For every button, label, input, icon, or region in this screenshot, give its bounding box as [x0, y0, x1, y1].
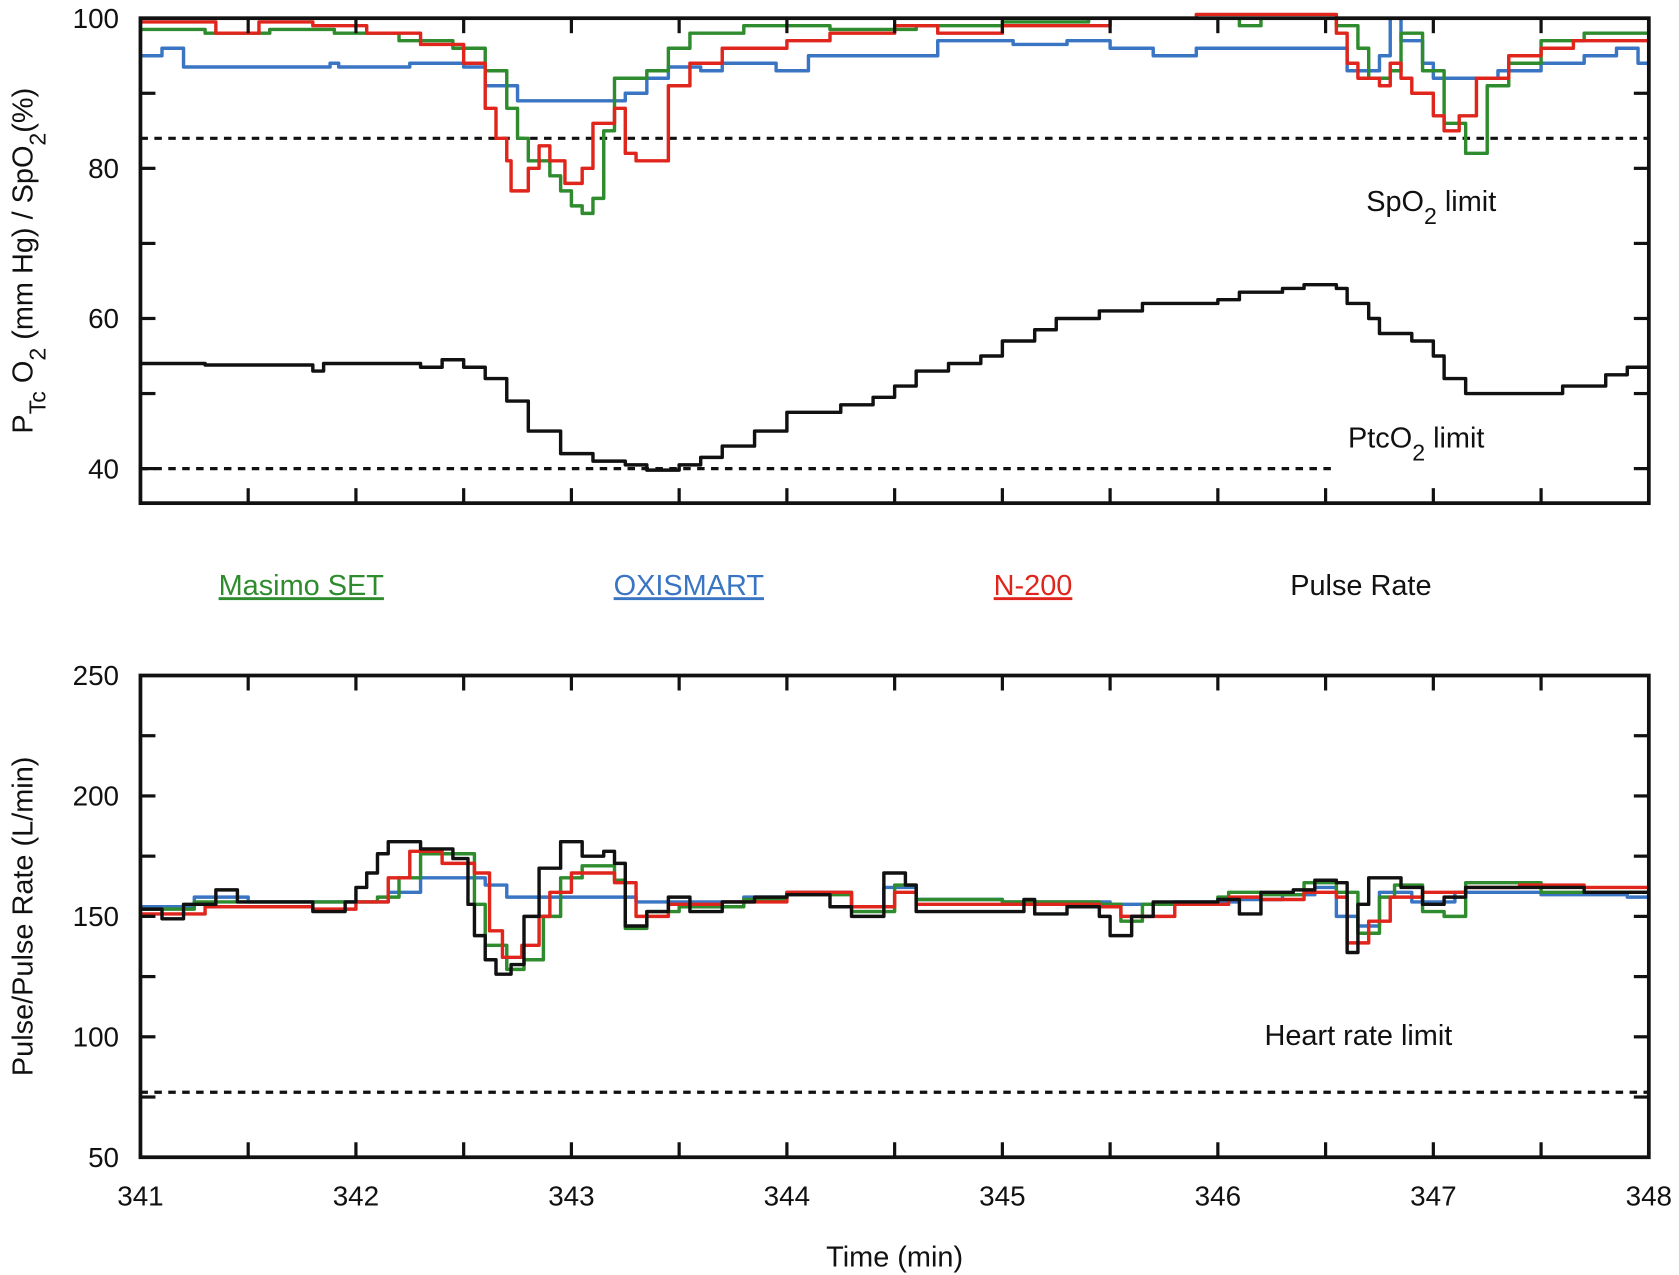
y-tick-label: 200 [73, 781, 119, 812]
legend-masimo-set: Masimo SET [219, 570, 384, 602]
limit-label-0: Heart rate limit [1264, 1020, 1452, 1052]
legend: Masimo SET OXISMART N-200 Pulse Rate [219, 570, 1432, 602]
legend-oxismart: OXISMART [614, 570, 764, 602]
y-tick-label: 40 [88, 453, 119, 484]
x-tick-label: 348 [1626, 1180, 1672, 1211]
x-tick-label: 344 [764, 1180, 810, 1211]
plot-frame [138, 16, 1651, 506]
plot-frame [138, 673, 1651, 1160]
y-tick-label: 150 [73, 901, 119, 932]
y-tick-label: 80 [88, 153, 119, 184]
y-axis-label: PTc O2 (mm Hg) / SpO2(%) [7, 88, 50, 434]
y-tick-label: 50 [88, 1142, 119, 1173]
y-axis-label: Pulse/Pulse Rate (L/min) [7, 757, 39, 1077]
x-tick-label: 346 [1195, 1180, 1241, 1211]
series-line-masimo-set [140, 852, 1651, 972]
limit-label-0: SpO2 limit [1366, 186, 1496, 229]
y-tick-label: 100 [73, 3, 119, 34]
x-tick-label: 347 [1410, 1180, 1456, 1211]
legend-n200: N-200 [994, 570, 1073, 602]
series-line-n-200 [140, 12, 1651, 193]
x-tick-label: 343 [548, 1180, 594, 1211]
y-tick-label: 100 [73, 1021, 119, 1052]
limit-label-1: PtcO2 limit [1348, 422, 1484, 465]
x-tick-label: 341 [117, 1180, 163, 1211]
top-plot-oxygen: SpO2 limit PtcO2 limit 40 60 80 100 PTc O2 (mm… [7, 3, 1651, 506]
bottom-plot-pulse: Heart rate limit 50 100 150 200 250 341 342 343 3… [7, 660, 1672, 1273]
x-axis-label: Time (min) [826, 1241, 963, 1273]
y-tick-label: 60 [88, 303, 119, 334]
series-line-pulse-rate [140, 839, 1651, 976]
series-line-n-200 [140, 849, 1651, 960]
legend-pulse-rate: Pulse Rate [1290, 570, 1431, 602]
series-line-masimo-set [140, 16, 1651, 216]
series-line-ptco2 [140, 282, 1649, 472]
y-tick-label: 250 [73, 660, 119, 691]
x-tick-label: 345 [979, 1180, 1025, 1211]
x-tick-label: 342 [333, 1180, 379, 1211]
